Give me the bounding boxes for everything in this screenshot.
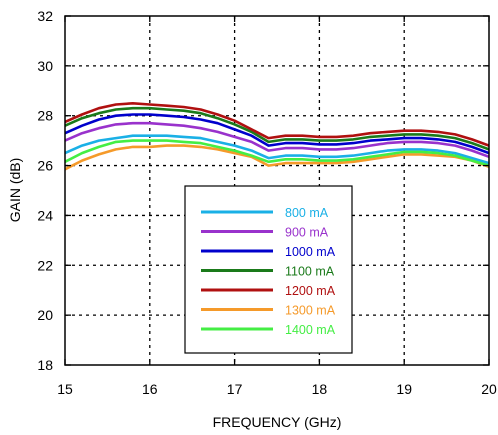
legend-label: 1200 mA [285,284,336,298]
legend-label: 900 mA [285,226,329,240]
series-line [64,113,490,155]
y-tick-label: 28 [37,108,53,124]
legend-label: 1400 mA [285,323,336,337]
plot-frame [64,15,490,366]
x-tick-label: 19 [396,381,412,397]
legend-label: 1300 mA [285,304,336,318]
y-tick-label: 32 [37,8,53,24]
legend: 800 mA 900 mA 1000 mA 1100 mA 1200 mA 1300 mA… [184,185,353,354]
y-tick-label: 20 [37,307,53,323]
series-lines [64,102,490,171]
x-tick-label: 16 [142,381,158,397]
series-line [64,102,490,147]
series-line [64,134,490,165]
legend-label: 1000 mA [285,245,336,259]
axis-ticks: 15 16 17 18 19 20 18 20 22 24 26 28 30 32 [37,8,497,397]
legend-label: 1100 mA [285,265,335,279]
x-tick-label: 17 [227,381,243,397]
y-axis-label: GAIN (dB) [7,158,23,223]
y-tick-label: 22 [37,257,53,273]
x-axis-label: FREQUENCY (GHz) [213,414,342,430]
series-line [64,139,490,167]
x-tick-label: 18 [312,381,328,397]
y-tick-label: 30 [37,58,53,74]
series-line [64,106,490,151]
series-line [64,144,490,171]
legend-label: 800 mA [285,206,329,220]
y-tick-label: 26 [37,158,53,174]
x-tick-label: 20 [481,381,497,397]
series-line [64,121,490,159]
y-tick-label: 24 [37,207,53,223]
y-tick-label: 18 [37,357,53,373]
x-tick-label: 15 [57,381,73,397]
